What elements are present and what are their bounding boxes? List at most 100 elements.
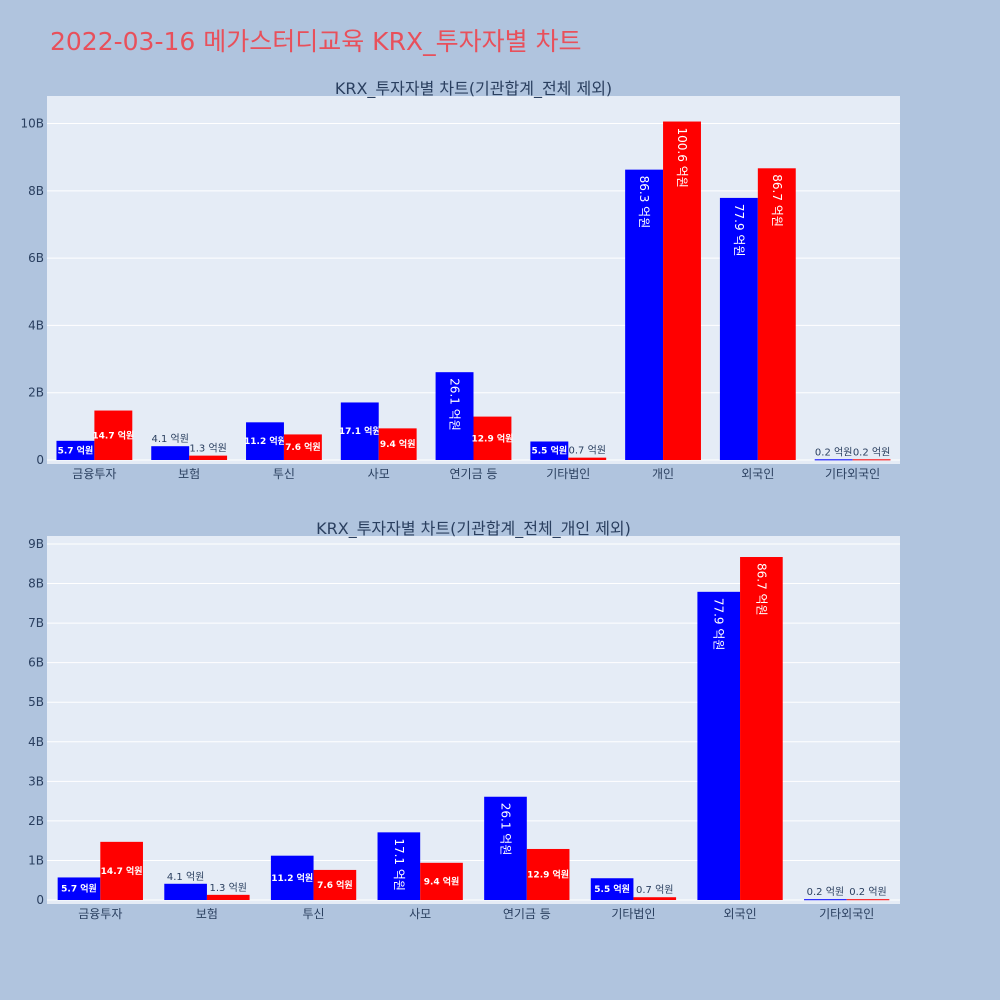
x-tick-label: 보험 (178, 467, 200, 481)
bar-label: 5.7 억원 (61, 883, 97, 895)
bar (568, 457, 607, 460)
bar (590, 878, 634, 900)
y-tick-label: 8B (28, 184, 44, 198)
bar-label: 11.2 억원 (271, 872, 313, 884)
bar (530, 441, 569, 460)
x-tick-label: 개인 (652, 467, 674, 481)
y-tick-label: 10B (20, 117, 44, 131)
y-tick-label: 0 (36, 893, 44, 907)
bar-label: 14.7 억원 (101, 865, 143, 877)
bar (846, 899, 890, 901)
bar (633, 897, 677, 900)
x-tick-label: 기타외국인 (819, 907, 874, 921)
y-tick-label: 3B (28, 774, 44, 788)
bar-label: 0.7 억원 (636, 884, 673, 896)
x-tick-label: 기타법인 (611, 907, 655, 921)
bar (740, 557, 783, 900)
bar-label: 86.3 억원 (637, 176, 651, 229)
chart-title: KRX_투자자별 차트(기관합계_전체 제외) (335, 79, 612, 99)
bar (757, 168, 796, 460)
bar (340, 402, 379, 460)
y-tick-label: 1B (28, 853, 44, 867)
bar-label: 1.3 억원 (210, 882, 247, 894)
chart-2: KRX_투자자별 차트(기관합계_전체_개인 제외) 0 1B 2B 3B 4B 5B 6B 7… (28, 519, 900, 921)
bar (719, 197, 758, 460)
bar-label: 26.1 억원 (448, 378, 462, 431)
bar (246, 422, 284, 460)
bar-label: 7.6 억원 (317, 879, 353, 891)
y-tick-label: 2B (28, 814, 44, 828)
x-tick-label: 투신 (303, 907, 325, 921)
bar (814, 459, 853, 461)
bar-label: 77.9 억원 (712, 598, 726, 651)
page-title: 2022-03-16 메가스터디교육 KRX_투자자별 차트 (50, 27, 582, 56)
x-tick-label: 연기금 등 (503, 907, 551, 921)
bar-label: 26.1 억원 (498, 803, 512, 856)
bar (56, 440, 95, 460)
bar (270, 855, 314, 900)
bar-label: 86.7 억원 (754, 563, 768, 616)
bar-label: 12.9 억원 (472, 432, 514, 444)
bar (420, 862, 463, 900)
bar (189, 455, 228, 460)
bar-label: 0.2 억원 (815, 446, 852, 458)
bar (697, 591, 741, 900)
bar-label: 11.2 억원 (244, 435, 286, 447)
bar (435, 372, 474, 460)
bar (283, 434, 322, 460)
x-tick-label: 연기금 등 (450, 467, 498, 481)
bar (804, 899, 847, 901)
bar (94, 410, 133, 460)
x-tick-label: 외국인 (724, 907, 757, 921)
bar-label: 100.6 억원 (675, 128, 689, 188)
bar-label: 0.2 억원 (807, 886, 844, 898)
bar (206, 894, 250, 900)
x-tick-label: 금융투자 (78, 907, 122, 921)
chart-1: KRX_투자자별 차트(기관합계_전체 제외) 0 2B 4B 6B 8B 10B 금융투자 5… (20, 79, 900, 481)
y-tick-label: 5B (28, 695, 44, 709)
x-tick-label: 기타외국인 (825, 467, 880, 481)
bar-label: 0.7 억원 (568, 445, 605, 457)
bar-label: 5.5 억원 (594, 883, 630, 895)
bar-label: 4.1 억원 (151, 433, 188, 445)
x-tick-label: 금융투자 (72, 467, 116, 481)
bar-label: 1.3 억원 (189, 443, 226, 455)
bar (378, 428, 417, 460)
bar-label: 14.7 억원 (92, 429, 134, 441)
bar (852, 459, 891, 461)
x-tick-label: 기타법인 (546, 467, 590, 481)
bar (473, 416, 512, 460)
x-tick-label: 투신 (273, 467, 295, 481)
bar-label: 5.7 억원 (58, 444, 94, 456)
bar-label: 4.1 억원 (167, 871, 204, 883)
bar-label: 0.2 억원 (853, 446, 890, 458)
bar-label: 5.5 억원 (532, 445, 568, 457)
y-tick-label: 7B (28, 616, 44, 630)
y-tick-label: 4B (28, 318, 44, 332)
y-tick-label: 8B (28, 577, 44, 591)
bar-label: 7.6 억원 (285, 441, 321, 453)
bar (313, 869, 357, 900)
bar (526, 848, 570, 900)
y-tick-label: 4B (28, 735, 44, 749)
bar (151, 446, 190, 460)
bar (377, 832, 421, 900)
chart-title: KRX_투자자별 차트(기관합계_전체_개인 제외) (316, 519, 631, 539)
x-tick-label: 보험 (196, 907, 218, 921)
y-tick-label: 0 (36, 453, 44, 467)
y-tick-label: 2B (28, 386, 44, 400)
bar-label: 17.1 억원 (392, 838, 406, 891)
bar-label: 0.2 억원 (849, 886, 886, 898)
bar-label: 9.4 억원 (424, 875, 460, 887)
y-tick-label: 9B (28, 537, 44, 551)
bar (164, 883, 207, 900)
bar (625, 169, 664, 460)
x-tick-label: 외국인 (741, 467, 774, 481)
bar-label: 12.9 억원 (527, 868, 569, 880)
x-tick-label: 사모 (368, 467, 390, 481)
bar-label: 9.4 억원 (380, 438, 416, 450)
bar (663, 121, 701, 460)
bar (484, 796, 527, 900)
y-tick-label: 6B (28, 251, 44, 265)
